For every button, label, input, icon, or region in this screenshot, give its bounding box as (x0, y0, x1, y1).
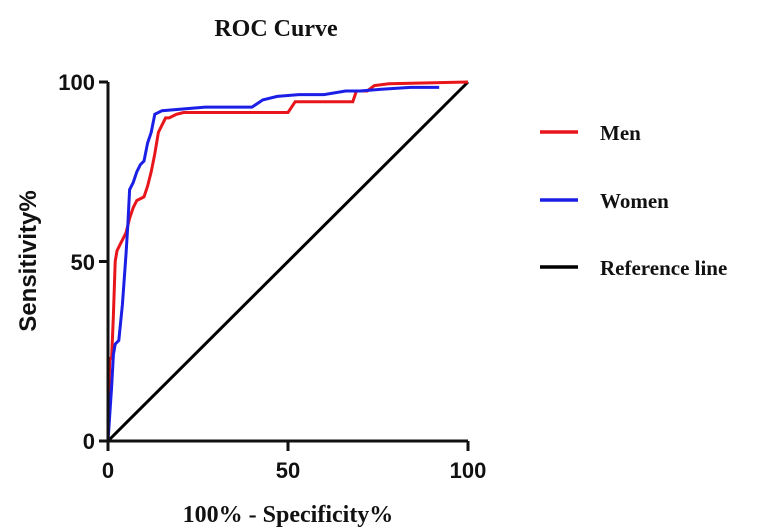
y-tick-label: 0 (83, 429, 95, 454)
y-tick-label: 50 (71, 250, 95, 275)
legend-item-men: Men (540, 121, 641, 145)
x-tick-label: 100 (450, 458, 487, 483)
chart-title: ROC Curve (214, 16, 338, 42)
legend-label-women: Women (600, 189, 669, 213)
series-line-reference-line (106, 80, 470, 443)
legend-label-reference-line: Reference line (600, 256, 727, 280)
x-tick-label: 0 (102, 458, 114, 483)
y-axis-label: Sensitivity% (15, 190, 42, 331)
x-tick-label: 50 (276, 458, 300, 483)
series-line-men (106, 80, 469, 441)
x-axis-label: 100% - Specificity% (183, 502, 394, 528)
series-layer (106, 80, 470, 443)
legend: Men Women Reference line (540, 121, 727, 280)
series-line-women (106, 85, 440, 442)
legend-label-men: Men (600, 121, 641, 145)
y-tick-label: 100 (58, 70, 95, 95)
legend-item-reference-line: Reference line (540, 256, 727, 280)
legend-item-women: Women (540, 189, 669, 213)
plot-area: 0 50 100 0 50 100 (58, 70, 486, 483)
